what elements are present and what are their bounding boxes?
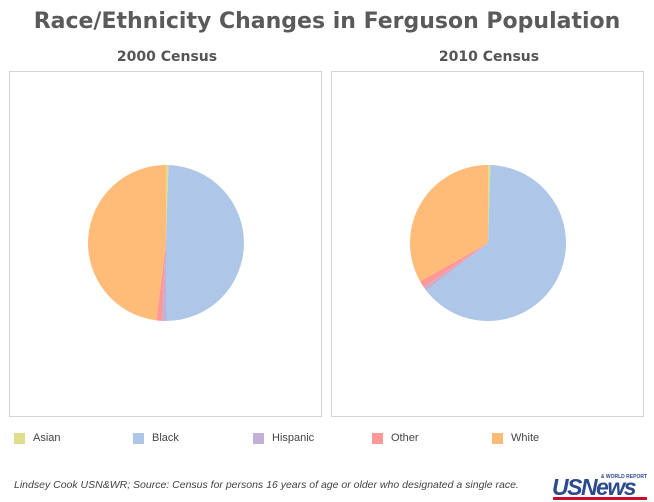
legend-item-hispanic[interactable]: Hispanic — [253, 430, 314, 446]
logo-subtitle: & WORLD REPORT — [600, 474, 647, 480]
usnews-logo: USNews & WORLD REPORT — [552, 474, 648, 500]
legend-item-other[interactable]: Other — [372, 430, 419, 446]
chart-title-2010: 2010 Census — [438, 49, 540, 65]
legend-label-asian: Asian — [33, 432, 61, 444]
logo-wordmark: USNews — [552, 474, 637, 500]
pie-2010-slice-hispanic[interactable] — [424, 243, 488, 291]
pie-2000-slice-hispanic[interactable] — [162, 243, 166, 321]
pie-chart-2000 — [9, 71, 322, 417]
legend-label-hispanic: Hispanic — [272, 432, 315, 444]
legend-swatch-white — [492, 432, 503, 444]
legend-swatch-hispanic — [253, 432, 264, 444]
pie-2000-slice-black[interactable] — [166, 165, 244, 321]
pie-2010-slice-other[interactable] — [420, 243, 488, 288]
pie-2010-slice-white[interactable] — [410, 165, 488, 282]
source-note: Lindsey Cook USN&WR; Source: Census for … — [14, 479, 519, 491]
legend-swatch-asian — [14, 432, 25, 444]
legend-swatch-other — [372, 432, 383, 444]
pie-2010-slice-black[interactable] — [426, 165, 567, 322]
pie-2000-svg — [88, 165, 244, 321]
logo-underline — [553, 497, 647, 500]
pie-2000-slice-asian[interactable] — [166, 165, 169, 243]
pie-2000-slice-white[interactable] — [88, 165, 166, 321]
pie-chart-2010 — [331, 71, 644, 417]
pie-2000-slice-other[interactable] — [156, 243, 166, 321]
pie-2010-slice-asian[interactable] — [488, 165, 491, 243]
legend: Asian Black Hispanic Other White — [0, 430, 654, 446]
page-title: Race/Ethnicity Changes in Ferguson Popul… — [33, 9, 621, 34]
legend-label-black: Black — [152, 432, 179, 444]
chart-title-2000: 2000 Census — [116, 49, 218, 65]
pie-2010-svg — [410, 165, 567, 322]
legend-label-other: Other — [391, 432, 419, 444]
legend-item-white[interactable]: White — [492, 430, 539, 446]
legend-label-white: White — [511, 432, 540, 444]
legend-item-black[interactable]: Black — [133, 430, 179, 446]
legend-item-asian[interactable]: Asian — [14, 430, 61, 446]
legend-swatch-black — [133, 432, 144, 444]
